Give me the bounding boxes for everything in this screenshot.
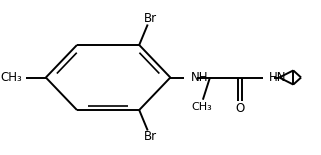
Text: Br: Br [144, 130, 157, 143]
Text: Br: Br [144, 12, 157, 25]
Text: O: O [235, 102, 245, 115]
Text: CH₃: CH₃ [191, 102, 212, 111]
Text: HN: HN [269, 71, 287, 84]
Text: CH₃: CH₃ [0, 71, 22, 84]
Text: NH: NH [191, 71, 209, 84]
